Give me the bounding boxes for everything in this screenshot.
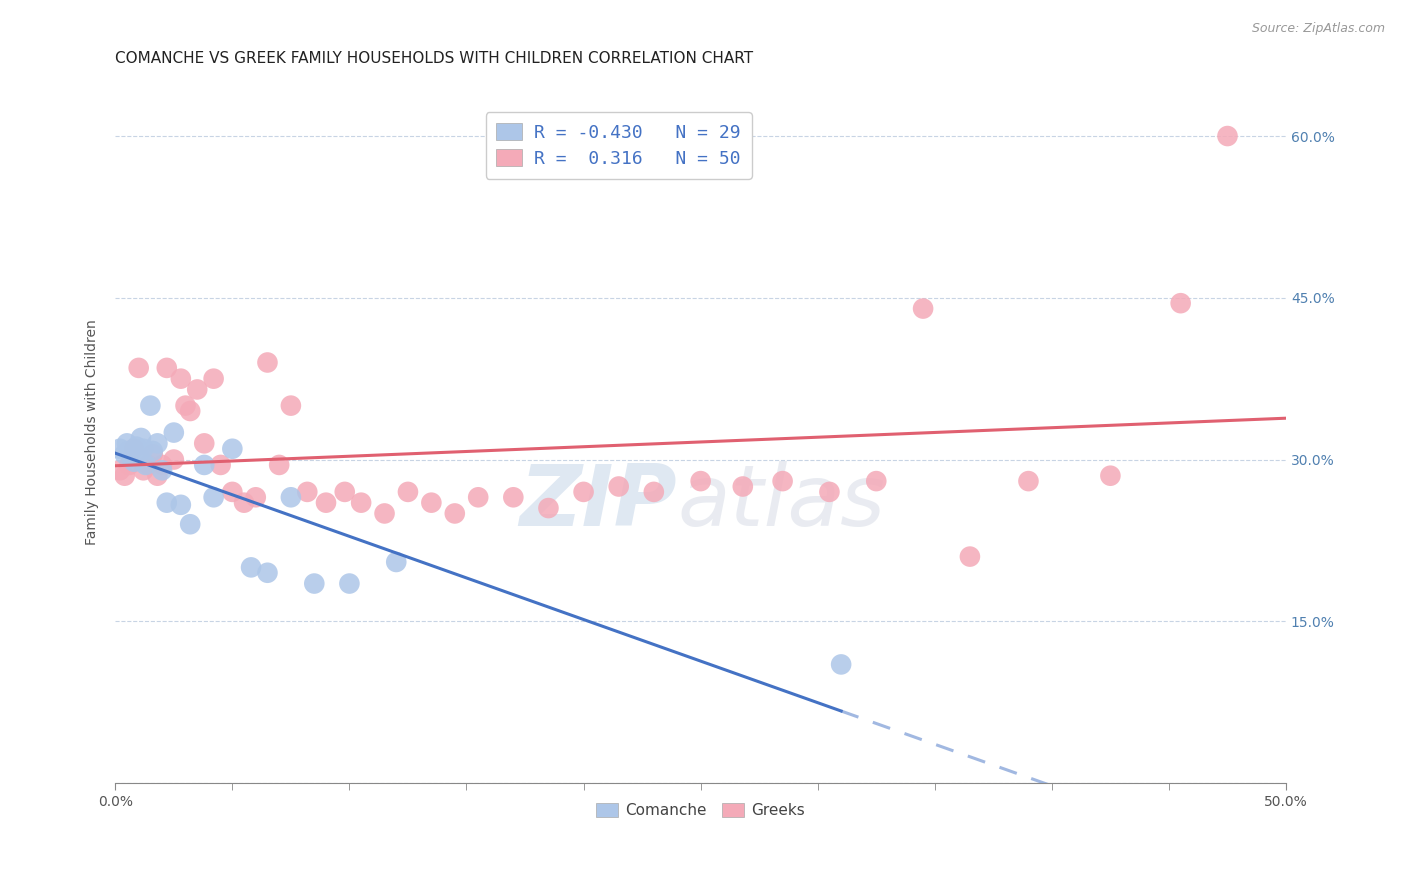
Point bbox=[142, 444, 165, 458]
Point bbox=[139, 399, 162, 413]
Point bbox=[136, 458, 159, 472]
Point bbox=[959, 549, 981, 564]
Point bbox=[256, 355, 278, 369]
Point bbox=[607, 479, 630, 493]
Point bbox=[132, 442, 155, 456]
Text: COMANCHE VS GREEK FAMILY HOUSEHOLDS WITH CHILDREN CORRELATION CHART: COMANCHE VS GREEK FAMILY HOUSEHOLDS WITH… bbox=[115, 51, 754, 66]
Point bbox=[179, 517, 201, 532]
Point bbox=[467, 490, 489, 504]
Point bbox=[128, 447, 150, 461]
Point bbox=[142, 447, 165, 461]
Point bbox=[772, 474, 794, 488]
Point bbox=[350, 496, 373, 510]
Point bbox=[245, 490, 267, 504]
Point bbox=[1099, 468, 1122, 483]
Point bbox=[122, 442, 145, 456]
Point bbox=[150, 458, 173, 472]
Point bbox=[339, 576, 361, 591]
Point bbox=[132, 463, 155, 477]
Point bbox=[135, 458, 157, 472]
Text: ZIP: ZIP bbox=[520, 461, 678, 544]
Point bbox=[1017, 474, 1039, 488]
Point bbox=[163, 425, 186, 440]
Point bbox=[689, 474, 711, 488]
Point bbox=[396, 484, 419, 499]
Point bbox=[818, 484, 841, 499]
Point bbox=[221, 484, 243, 499]
Point bbox=[174, 399, 197, 413]
Point bbox=[128, 360, 150, 375]
Point bbox=[233, 496, 256, 510]
Point bbox=[186, 383, 208, 397]
Point bbox=[572, 484, 595, 499]
Point bbox=[240, 560, 263, 574]
Legend: Comanche, Greeks: Comanche, Greeks bbox=[591, 797, 811, 824]
Point bbox=[114, 468, 136, 483]
Point bbox=[156, 496, 179, 510]
Point bbox=[537, 501, 560, 516]
Point bbox=[150, 463, 173, 477]
Point bbox=[202, 372, 225, 386]
Point bbox=[170, 372, 193, 386]
Point bbox=[333, 484, 356, 499]
Point bbox=[108, 463, 131, 477]
Point bbox=[108, 442, 131, 456]
Point bbox=[209, 458, 232, 472]
Point bbox=[146, 436, 169, 450]
Point bbox=[118, 458, 141, 472]
Point bbox=[163, 452, 186, 467]
Point bbox=[280, 399, 302, 413]
Point bbox=[202, 490, 225, 504]
Point bbox=[170, 498, 193, 512]
Point bbox=[420, 496, 443, 510]
Point bbox=[146, 468, 169, 483]
Point bbox=[443, 507, 465, 521]
Point bbox=[502, 490, 524, 504]
Point bbox=[129, 431, 152, 445]
Point bbox=[221, 442, 243, 456]
Point bbox=[830, 657, 852, 672]
Point bbox=[193, 458, 215, 472]
Point bbox=[256, 566, 278, 580]
Point bbox=[865, 474, 887, 488]
Point bbox=[304, 576, 326, 591]
Text: Source: ZipAtlas.com: Source: ZipAtlas.com bbox=[1251, 22, 1385, 36]
Point bbox=[122, 455, 145, 469]
Point bbox=[193, 436, 215, 450]
Point bbox=[280, 490, 302, 504]
Y-axis label: Family Households with Children: Family Households with Children bbox=[86, 319, 100, 545]
Point bbox=[156, 360, 179, 375]
Point bbox=[1216, 129, 1239, 144]
Point bbox=[118, 444, 141, 458]
Point bbox=[385, 555, 408, 569]
Point bbox=[114, 447, 136, 461]
Point bbox=[115, 436, 138, 450]
Point bbox=[179, 404, 201, 418]
Point bbox=[912, 301, 935, 316]
Point bbox=[121, 450, 143, 465]
Point bbox=[315, 496, 337, 510]
Point bbox=[1170, 296, 1192, 310]
Point bbox=[731, 479, 754, 493]
Point bbox=[269, 458, 291, 472]
Point bbox=[374, 507, 396, 521]
Point bbox=[125, 440, 148, 454]
Text: atlas: atlas bbox=[678, 461, 886, 544]
Point bbox=[297, 484, 319, 499]
Point bbox=[643, 484, 665, 499]
